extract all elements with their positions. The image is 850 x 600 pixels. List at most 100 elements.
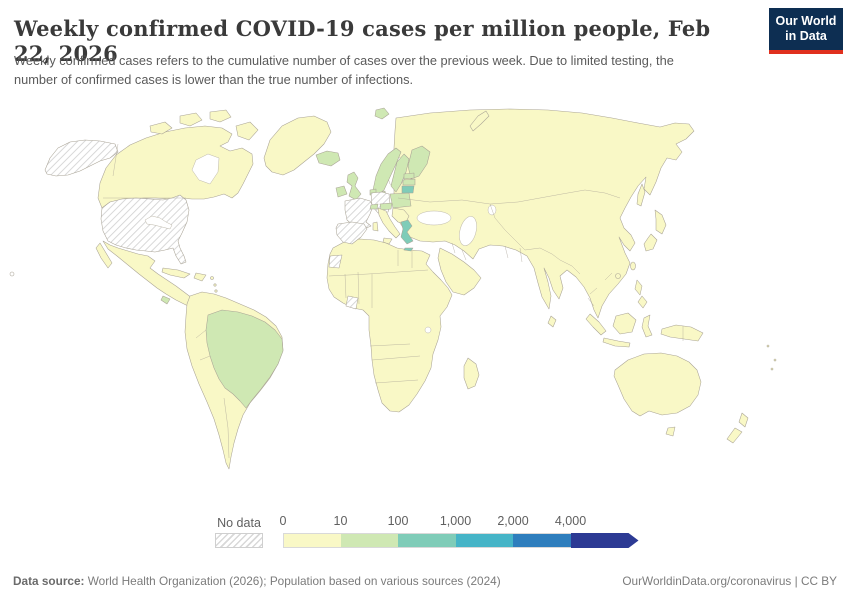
country-japan[interactable] [654,209,667,235]
country-austria[interactable] [379,202,393,211]
country-new-zealand[interactable] [726,427,743,444]
country-sweden[interactable] [390,153,410,193]
black-sea [416,210,452,226]
arctic-island[interactable] [209,109,232,123]
country-sri-lanka[interactable] [547,315,557,328]
country-taiwan[interactable] [630,261,636,271]
country-estonia[interactable] [403,172,415,180]
caribbean-island[interactable] [210,276,214,280]
data-source-label: Data source: [13,574,85,588]
data-source-note: Data source: World Health Organization (… [13,574,501,588]
owid-logo[interactable]: Our World in Data [769,8,843,54]
country-borders [103,143,684,459]
country-alaska[interactable] [44,139,119,177]
arctic-island[interactable] [235,121,259,141]
legend-bin-4[interactable] [513,533,571,548]
country-iceland[interactable] [315,150,341,167]
country-philippines[interactable] [637,295,648,309]
data-source-text: World Health Organization (2026); Popula… [84,574,501,588]
country-spain[interactable] [335,221,368,245]
country-italy[interactable] [377,207,401,239]
legend-bin-1[interactable] [340,533,398,548]
owid-logo-line1: Our World [775,14,837,28]
arctic-island[interactable] [179,112,203,127]
world-map-svg [9,107,777,470]
pacific-island[interactable] [773,358,777,362]
map-legend: No data 0 10 100 1,000 2,000 4,000 [0,512,850,554]
continent-eurasia[interactable] [393,108,695,319]
continent-africa[interactable] [326,238,453,413]
owid-link[interactable]: OurWorldinData.org/coronavirus [622,574,792,588]
country-canada[interactable] [97,125,254,209]
country-hawaii[interactable] [9,271,15,277]
country-brazil[interactable] [205,309,284,409]
arctic-island[interactable] [149,121,173,135]
country-new-zealand[interactable] [738,412,749,428]
legend-tick-4,000: 4,000 [554,514,587,528]
caribbean-island[interactable] [214,289,218,293]
caribbean-island[interactable] [213,283,217,287]
novaya-zemlya[interactable] [469,110,490,132]
great-lakes [144,215,173,230]
sakhalin-island[interactable] [636,183,646,207]
country-australia[interactable] [613,352,702,417]
page-subtitle: Weekly confirmed cases refers to the cum… [14,53,674,87]
sicily-island[interactable] [382,237,393,245]
indonesia-java[interactable] [602,337,631,348]
hainan-island[interactable] [615,273,621,279]
world-choropleth-map [0,98,850,510]
legend-no-data-swatch[interactable] [215,533,263,548]
indonesia-sulawesi[interactable] [641,314,653,338]
legend-bin-5[interactable] [570,533,639,548]
country-switzerland[interactable] [369,203,379,210]
country-cote-divoire[interactable] [345,295,359,310]
country-lithuania[interactable] [401,185,415,194]
legend-bin-3[interactable] [455,533,513,548]
separator: | [791,574,801,588]
country-greenland[interactable] [263,115,332,176]
lake-victoria [424,326,432,334]
legend-tick-100: 100 [387,514,409,528]
svalbard[interactable] [374,107,390,120]
country-costa-rica[interactable] [160,295,171,305]
legend-no-data-label: No data [217,516,261,530]
caspian-sea [459,216,477,246]
pacific-island[interactable] [766,344,770,348]
arabian-peninsula[interactable] [437,247,482,296]
legend-bin-2[interactable] [398,533,456,548]
indonesia-borneo[interactable] [612,312,637,335]
country-ireland[interactable] [335,185,348,198]
country-france[interactable] [344,197,374,230]
tasmania-island[interactable] [665,426,676,437]
country-finland[interactable] [407,145,431,180]
attribution: OurWorldinData.org/coronavirus | CC BY [622,574,837,588]
pacific-island[interactable] [770,367,774,371]
country-western-sahara[interactable] [328,254,343,269]
country-united-states[interactable] [100,194,190,265]
legend-ticks: 0 10 100 1,000 2,000 4,000 [279,514,643,529]
country-greece[interactable] [400,219,414,245]
sardinia-island[interactable] [372,221,379,232]
footer: Data source: World Health Organization (… [0,562,850,600]
legend-tick-2,000: 2,000 [497,514,529,528]
legend-color-bar [283,533,639,548]
country-japan[interactable] [643,233,658,252]
country-madagascar[interactable] [463,357,480,390]
country-hispaniola[interactable] [193,272,207,282]
legend-tick-10: 10 [333,514,348,528]
crete-island[interactable] [403,247,414,252]
country-norway[interactable] [372,147,402,196]
legend-tick-1,000: 1,000 [439,514,472,528]
legend-bin-0[interactable] [283,533,341,548]
new-guinea-island[interactable] [660,324,704,342]
legend-tick-0: 0 [279,514,287,528]
country-latvia[interactable] [402,178,416,186]
baja-california[interactable] [95,242,113,269]
country-cuba[interactable] [161,267,191,279]
country-poland[interactable] [389,192,412,209]
country-united-kingdom[interactable] [346,171,362,201]
indonesia-sumatra[interactable] [585,313,607,336]
license-label: CC BY [800,574,837,588]
country-philippines[interactable] [634,279,643,296]
